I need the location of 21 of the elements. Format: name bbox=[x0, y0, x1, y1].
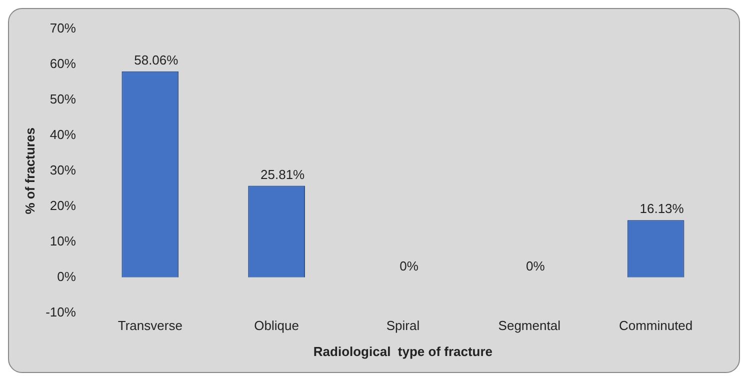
data-label: 58.06% bbox=[134, 52, 179, 68]
y-tick-label: 50% bbox=[50, 92, 76, 107]
data-label: 16.13% bbox=[640, 201, 684, 216]
y-tick-label: 70% bbox=[50, 20, 76, 36]
x-tick-label: Oblique bbox=[254, 318, 299, 334]
y-tick-label: 40% bbox=[50, 127, 76, 142]
x-tick-label: Comminuted bbox=[618, 318, 693, 334]
data-label: 25.81% bbox=[260, 166, 306, 182]
y-tick-label: 60% bbox=[50, 56, 76, 72]
y-tick-label: 0% bbox=[57, 268, 76, 284]
x-tick-label: Segmental bbox=[498, 318, 561, 334]
y-tick-label: 30% bbox=[50, 162, 76, 178]
x-axis-title: Radiological type of fracture bbox=[313, 344, 493, 359]
x-tick-label: Transverse bbox=[118, 318, 182, 334]
data-label: 0% bbox=[526, 258, 546, 274]
y-tick-label: 20% bbox=[50, 198, 76, 213]
y-tick-label: 10% bbox=[50, 233, 76, 248]
y-axis-title: % of fractures bbox=[22, 128, 38, 214]
y-tick-label: -10% bbox=[46, 304, 76, 320]
data-label: 0% bbox=[400, 258, 419, 274]
x-tick-label: Spiral bbox=[386, 318, 420, 334]
